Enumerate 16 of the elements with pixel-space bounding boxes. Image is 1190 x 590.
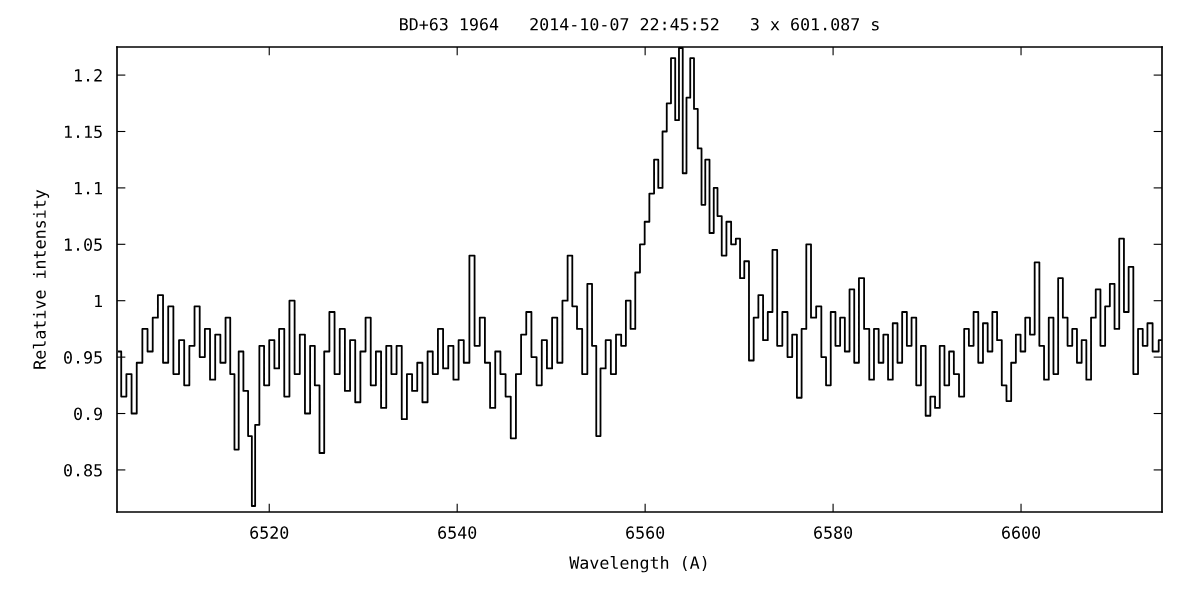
x-tick-label: 6580	[814, 526, 853, 539]
y-tick-label: 1	[95, 294, 102, 308]
y-tick-label: 1.1	[75, 182, 102, 195]
y-axis-title: Relative intensity	[32, 189, 50, 369]
x-axis-title: Wavelength (A)	[569, 556, 707, 573]
x-tick-label: 6520	[250, 526, 289, 539]
y-tick-label: 1.2	[75, 69, 102, 82]
x-tick-label: 6600	[1002, 526, 1041, 539]
y-tick-label: 0.85	[64, 463, 102, 477]
y-tick-label: 0.95	[64, 351, 102, 364]
x-tick-label: 6560	[626, 526, 665, 539]
y-tick-label: 1.05	[64, 238, 102, 251]
x-tick-label: 6540	[438, 526, 477, 539]
y-tick-label: 1.15	[64, 125, 102, 139]
chart-title: BD+63 1964 2014-10-07 22:45:52 3 x 601.087 s	[400, 17, 879, 31]
y-tick-label: 0.9	[74, 407, 102, 421]
